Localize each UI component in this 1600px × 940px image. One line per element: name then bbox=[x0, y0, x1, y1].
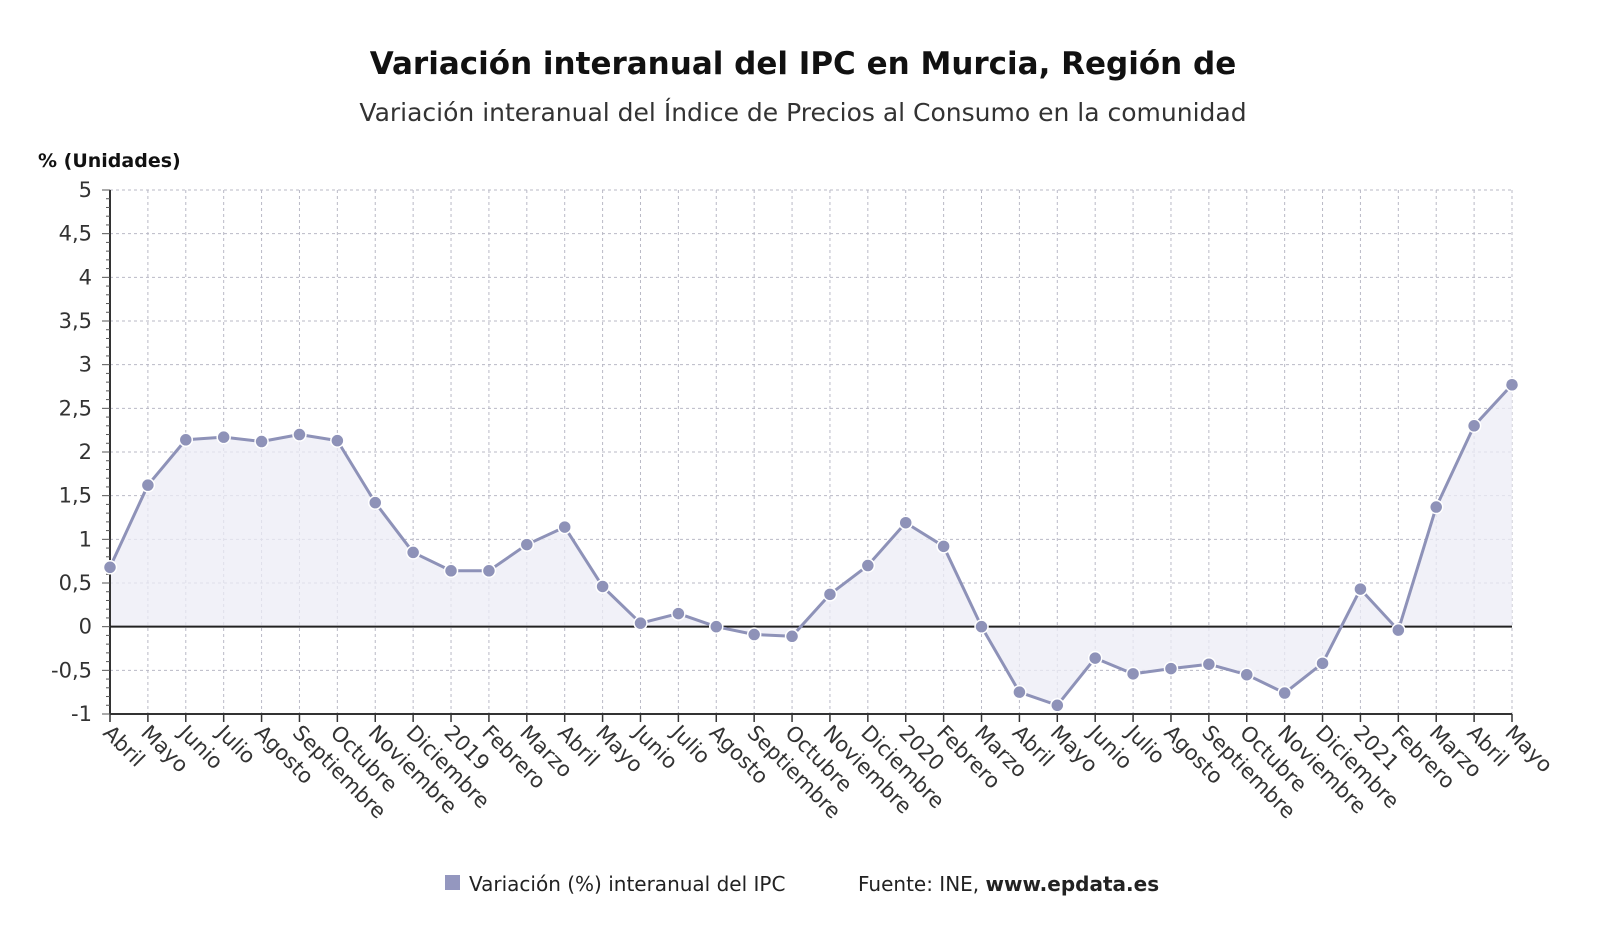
legend-label: Variación (%) interanual del IPC bbox=[469, 872, 785, 896]
y-tick-label: 0,5 bbox=[59, 571, 92, 595]
data-point[interactable] bbox=[1391, 622, 1406, 638]
data-point[interactable] bbox=[898, 515, 913, 530]
data-point[interactable] bbox=[1201, 656, 1217, 672]
data-point[interactable] bbox=[140, 477, 156, 493]
y-axis-unit-label: % (Unidades) bbox=[38, 150, 181, 172]
data-point[interactable] bbox=[633, 615, 648, 631]
source-prefix: Fuente: INE, bbox=[858, 872, 986, 896]
data-point[interactable] bbox=[1125, 666, 1141, 682]
y-tick-label: -0,5 bbox=[51, 658, 92, 682]
data-point[interactable] bbox=[216, 429, 231, 445]
x-axis-ticks: AbrilMayoJunioJulioAgostoSeptiembreOctub… bbox=[98, 719, 1557, 823]
data-point[interactable] bbox=[1504, 377, 1520, 393]
y-tick-label: 2,5 bbox=[59, 396, 92, 420]
data-point[interactable] bbox=[1428, 499, 1444, 515]
data-point[interactable] bbox=[1050, 698, 1065, 713]
data-point[interactable] bbox=[671, 606, 686, 621]
data-point[interactable] bbox=[974, 619, 989, 634]
data-point[interactable] bbox=[1087, 650, 1103, 666]
y-tick-label: 1 bbox=[79, 527, 92, 551]
data-point[interactable] bbox=[1315, 656, 1330, 671]
chart-subtitle: Variación interanual del Índice de Preci… bbox=[359, 98, 1246, 127]
data-point[interactable] bbox=[254, 434, 269, 449]
y-axis-ticks: 5 4,5 4 3,5 3 2,5 2 1,5 1 0,5 0 -0,5 -1 bbox=[51, 178, 92, 726]
data-point[interactable] bbox=[936, 539, 951, 554]
y-tick-label: 1,5 bbox=[59, 484, 92, 508]
data-point[interactable] bbox=[784, 629, 800, 644]
y-tick-label: 5 bbox=[79, 178, 92, 202]
y-tick-label: 2 bbox=[79, 440, 92, 464]
y-tick-label: 4,5 bbox=[59, 222, 92, 246]
data-point[interactable] bbox=[595, 579, 610, 594]
data-point[interactable] bbox=[292, 427, 307, 442]
data-point[interactable] bbox=[481, 563, 497, 579]
data-point[interactable] bbox=[178, 432, 194, 448]
data-point[interactable] bbox=[822, 587, 838, 602]
y-tick-label: -1 bbox=[71, 702, 92, 726]
data-point[interactable] bbox=[1277, 685, 1292, 701]
area-fill bbox=[110, 384, 1512, 706]
data-point[interactable] bbox=[443, 563, 459, 579]
data-point[interactable] bbox=[405, 545, 421, 560]
data-point[interactable] bbox=[1239, 667, 1255, 682]
legend-swatch bbox=[445, 875, 460, 890]
data-point[interactable] bbox=[330, 433, 345, 448]
data-point[interactable] bbox=[1163, 661, 1179, 676]
data-point[interactable] bbox=[860, 558, 876, 573]
data-point[interactable] bbox=[1012, 684, 1027, 700]
data-point[interactable] bbox=[557, 519, 572, 535]
data-point[interactable] bbox=[367, 495, 383, 510]
data-point[interactable] bbox=[519, 537, 535, 552]
data-point[interactable] bbox=[1466, 418, 1482, 434]
y-tick-label: 4 bbox=[79, 265, 92, 289]
data-point[interactable] bbox=[709, 619, 724, 634]
source-credit: Fuente: INE, www.epdata.es bbox=[858, 872, 1159, 896]
legend: Variación (%) interanual del IPC Fuente:… bbox=[445, 872, 1159, 896]
data-point[interactable] bbox=[746, 627, 762, 642]
axes bbox=[102, 189, 1513, 722]
series-area bbox=[110, 384, 1512, 706]
series-markers bbox=[102, 377, 1520, 713]
data-point[interactable] bbox=[1353, 581, 1368, 597]
x-tick-label: Abril bbox=[98, 721, 149, 772]
source-site: www.epdata.es bbox=[986, 872, 1160, 896]
y-tick-label: 3,5 bbox=[59, 309, 92, 333]
y-tick-label: 3 bbox=[79, 353, 92, 377]
data-point[interactable] bbox=[102, 560, 118, 575]
y-tick-label: 0 bbox=[79, 615, 92, 639]
chart-title: Variación interanual del IPC en Murcia, … bbox=[370, 46, 1237, 82]
